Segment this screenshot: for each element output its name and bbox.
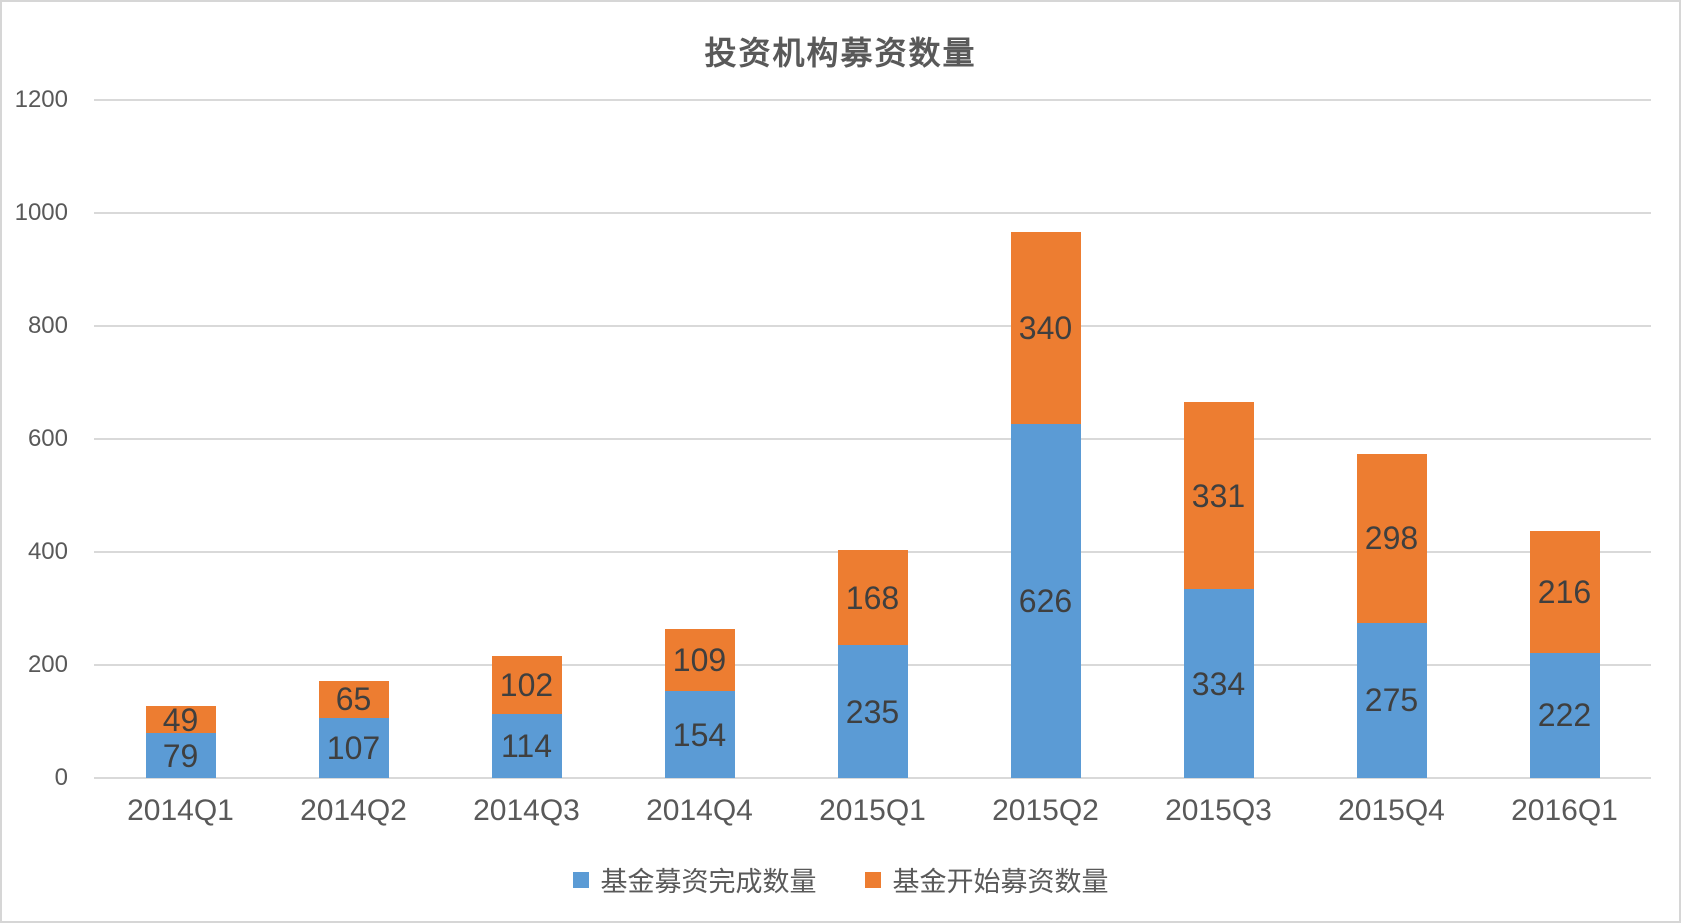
gridline [94, 99, 1651, 101]
data-label: 114 [500, 727, 552, 764]
category-slot-2016Q1: 222 216 2016Q1 [1478, 100, 1651, 827]
x-axis-tick-label: 2014Q2 [300, 794, 407, 827]
bar-segment: 114 [491, 713, 562, 778]
bar-segment: 222 [1529, 652, 1600, 778]
gridline [94, 777, 1651, 779]
data-label: 102 [499, 666, 554, 703]
bar-segment: 107 [318, 717, 389, 778]
bar-segment: 298 [1356, 454, 1427, 623]
data-label: 331 [1191, 477, 1246, 514]
gridline [94, 212, 1651, 214]
bar-segment: 275 [1356, 622, 1427, 778]
bar-segment: 49 [145, 701, 216, 738]
x-axis-tick-label: 2014Q4 [646, 794, 753, 827]
data-label: 298 [1364, 520, 1419, 557]
data-label: 216 [1537, 573, 1592, 610]
stacked-bar-2015Q1: 235 168 [837, 550, 908, 778]
bar-segment: 216 [1529, 530, 1600, 653]
legend: 基金募资完成数量 基金开始募资数量 [2, 860, 1679, 899]
stacked-bar-2014Q3: 114 102 [491, 655, 562, 778]
legend-item-completed: 基金募资完成数量 [572, 860, 817, 899]
gridline [94, 438, 1651, 440]
x-axis-tick-label: 2016Q1 [1511, 794, 1618, 827]
data-label: 235 [845, 693, 900, 730]
plot-area: 0 200 400 600 800 1000 1200 79 49 2014Q1 107 65 2014… [15, 88, 1651, 827]
bar-segment: 109 [664, 629, 735, 691]
bar-segment: 334 [1183, 589, 1254, 778]
x-axis-tick-label: 2015Q4 [1338, 794, 1445, 827]
x-axis-tick-label: 2014Q1 [127, 794, 234, 827]
stacked-bar-2015Q3: 334 331 [1183, 402, 1254, 778]
x-axis-tick-label: 2015Q1 [819, 794, 926, 827]
category-slot-2015Q4: 275 298 2015Q4 [1305, 100, 1478, 827]
data-label: 109 [672, 642, 727, 679]
data-label: 626 [1018, 583, 1073, 620]
legend-label-completed: 基金募资完成数量 [600, 867, 817, 897]
stacked-bar-2014Q2: 107 65 [318, 680, 389, 778]
bar-segment: 340 [1010, 232, 1081, 425]
x-axis-tick-label: 2014Q3 [473, 794, 580, 827]
bar-segment: 102 [491, 655, 562, 714]
bar-segment: 235 [837, 645, 908, 778]
category-slot-2014Q1: 79 49 2014Q1 [94, 100, 267, 827]
category-slot-2014Q3: 114 102 2014Q3 [440, 100, 613, 827]
data-label: 154 [672, 716, 727, 753]
data-label: 168 [845, 579, 900, 616]
gridline [94, 325, 1651, 327]
stacked-bar-2014Q4: 154 109 [664, 629, 735, 778]
data-label: 334 [1191, 665, 1246, 702]
bar-segment: 626 [1010, 424, 1081, 778]
category-slot-2015Q3: 334 331 2015Q3 [1132, 100, 1305, 827]
stacked-bar-2015Q4: 275 298 [1356, 454, 1427, 778]
data-label: 222 [1537, 697, 1592, 734]
legend-item-started: 基金开始募资数量 [864, 860, 1109, 899]
bar-segment: 79 [145, 733, 216, 778]
bar-segment: 154 [664, 691, 735, 778]
category-slot-2014Q4: 154 109 2014Q4 [613, 100, 786, 827]
data-label: 340 [1018, 310, 1073, 347]
category-slot-2015Q1: 235 168 2015Q1 [786, 100, 959, 827]
stacked-bar-2015Q2: 626 340 [1010, 232, 1081, 778]
bar-segment: 331 [1183, 402, 1254, 590]
data-label: 275 [1364, 682, 1419, 719]
data-label: 107 [326, 729, 381, 766]
bar-segment: 65 [318, 680, 389, 718]
stacked-bar-2016Q1: 222 216 [1529, 530, 1600, 778]
stacked-bar-2014Q1: 79 49 [145, 701, 216, 778]
x-axis-tick-label: 2015Q2 [992, 794, 1099, 827]
category-slot-2014Q2: 107 65 2014Q2 [267, 100, 440, 827]
chart-title: 投资机构募资数量 [704, 35, 977, 71]
x-axis-tick-label: 2015Q3 [1165, 794, 1272, 827]
data-label: 65 [335, 681, 372, 718]
bars-layer: 79 49 2014Q1 107 65 2014Q2 114 102 2014Q3 154 109 2… [94, 100, 1651, 827]
category-slot-2015Q2: 626 340 2015Q2 [959, 100, 1132, 827]
data-label: 49 [162, 701, 199, 738]
bar-segment: 168 [837, 550, 908, 646]
data-label: 79 [162, 737, 199, 774]
legend-label-started: 基金开始募资数量 [892, 867, 1109, 897]
legend-swatch-orange-icon [864, 871, 881, 888]
legend-swatch-blue-icon [572, 871, 589, 888]
